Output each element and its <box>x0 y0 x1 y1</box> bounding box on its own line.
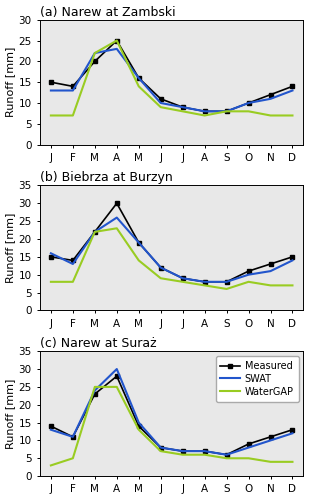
Y-axis label: Runoff [mm]: Runoff [mm] <box>6 212 15 283</box>
Y-axis label: Runoff [mm]: Runoff [mm] <box>6 47 15 118</box>
Y-axis label: Runoff [mm]: Runoff [mm] <box>6 378 15 449</box>
Text: (c) Narew at Suraż: (c) Narew at Suraż <box>40 337 157 350</box>
Text: (a) Narew at Zambski: (a) Narew at Zambski <box>40 6 176 18</box>
Text: (b) Biebrza at Burzyn: (b) Biebrza at Burzyn <box>40 172 173 184</box>
Legend: Measured, SWAT, WaterGAP: Measured, SWAT, WaterGAP <box>216 356 298 402</box>
